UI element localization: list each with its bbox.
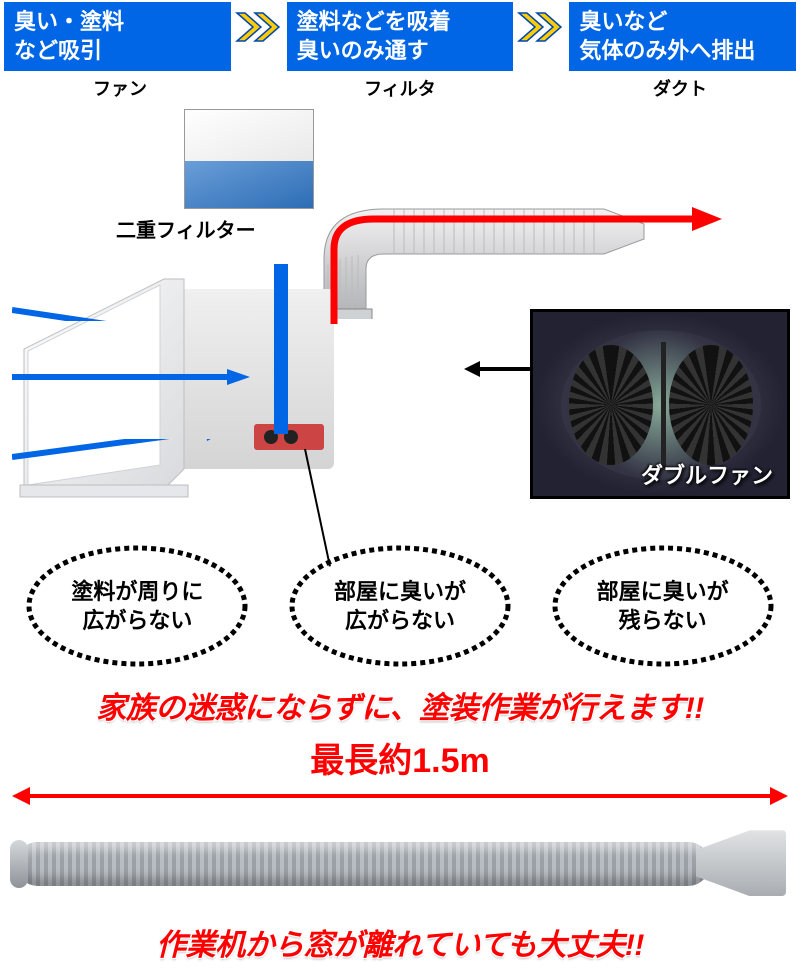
- badge-3-l1: 部屋に臭いが: [597, 579, 729, 604]
- flow-step-1: 臭い・塗料 など吸引: [4, 2, 231, 71]
- flow-label-2: フィルタ: [284, 75, 516, 101]
- duct-illustration: [304, 169, 664, 319]
- badge-3-l2: 残らない: [619, 608, 707, 633]
- flow-step-3-l2: 気体のみ外へ排出: [579, 37, 786, 66]
- flow-row: 臭い・塗料 など吸引 塗料などを吸着 臭いのみ通す 臭いなど 気体のみ外へ排出: [0, 0, 800, 73]
- badge-1-l2: 広がらない: [82, 608, 192, 633]
- length-label: 最長約1.5m: [0, 733, 800, 782]
- flow-step-2-l2: 臭いのみ通す: [297, 37, 504, 66]
- badge-2-l1: 部屋に臭いが: [334, 579, 466, 604]
- headline-1: 家族の迷惑にならずに、塗装作業が行えます!!: [0, 683, 800, 727]
- flow-step-1-l2: など吸引: [14, 37, 221, 66]
- flow-step-1-l1: 臭い・塗料: [14, 8, 221, 37]
- fan-label: ダブルファン: [641, 458, 773, 490]
- flow-arrow-2: [517, 2, 565, 52]
- flow-step-3-l1: 臭いなど: [579, 8, 786, 37]
- inflow-arrow-1: [12, 299, 232, 321]
- fan-closeup: ダブルファン: [530, 309, 790, 499]
- badge-2-l2: 広がらない: [345, 608, 455, 633]
- flow-arrow-1: [235, 2, 283, 52]
- benefit-badges: 塗料が周りに広がらない 部屋に臭いが広がらない 部屋に臭いが残らない: [0, 529, 800, 679]
- filter-thumbnail: [184, 109, 314, 209]
- badge-3: 部屋に臭いが残らない: [548, 541, 778, 671]
- badge-1: 塗料が周りに広がらない: [22, 541, 252, 671]
- filter-indicator-bar: [274, 264, 288, 434]
- control-panel: [254, 424, 324, 450]
- headline-2: 作業机から窓が離れていても大丈夫!!: [0, 920, 800, 964]
- flow-step-3: 臭いなど 気体のみ外へ排出: [569, 2, 796, 71]
- infographic-root: 臭い・塗料 など吸引 塗料などを吸着 臭いのみ通す 臭いなど 気体のみ外へ排出 …: [0, 0, 800, 964]
- hose-illustration: [10, 824, 790, 902]
- length-arrow: [10, 784, 790, 808]
- badge-1-l1: 塗料が周りに: [71, 579, 203, 604]
- badge-2: 部屋に臭いが広がらない: [285, 541, 515, 671]
- flow-label-1: ファン: [4, 75, 236, 101]
- filter-label: 二重フィルター: [116, 214, 256, 243]
- flow-step-2: 塗料などを吸着 臭いのみ通す: [287, 2, 514, 71]
- flow-step-2-l1: 塗料などを吸着: [297, 8, 504, 37]
- inflow-arrow-3: [12, 439, 232, 461]
- flow-labels: ファン フィルタ ダクト: [0, 73, 800, 103]
- inflow-arrow-2: [12, 369, 252, 385]
- flow-label-3: ダクト: [564, 75, 796, 101]
- product-diagram: 二重フィルター: [4, 109, 796, 529]
